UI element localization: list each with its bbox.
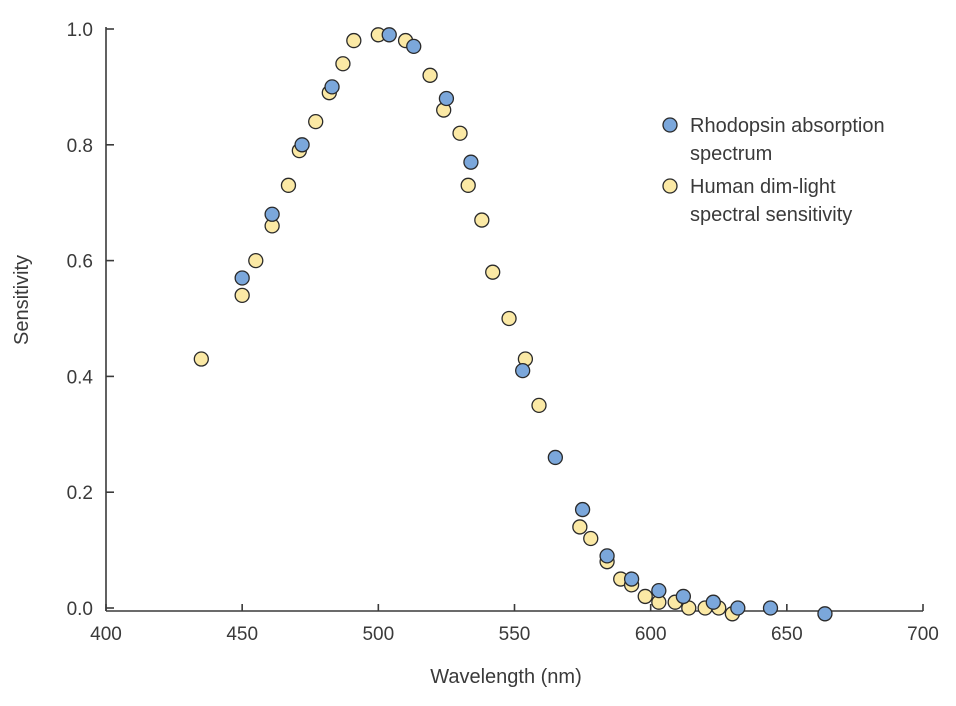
data-point bbox=[460, 177, 476, 193]
data-point bbox=[762, 600, 779, 616]
data-point bbox=[463, 154, 479, 170]
legend-marker bbox=[662, 178, 678, 194]
data-point bbox=[422, 67, 438, 83]
data-point bbox=[531, 397, 547, 414]
data-point bbox=[572, 519, 588, 535]
y-tick-label: 0.4 bbox=[67, 367, 94, 388]
data-point bbox=[547, 449, 563, 466]
data-point bbox=[308, 113, 324, 130]
data-point bbox=[406, 38, 422, 55]
y-tick-label: 0.8 bbox=[67, 136, 93, 157]
x-tick-label: 700 bbox=[907, 624, 939, 645]
y-tick-label: 0.0 bbox=[67, 599, 93, 620]
data-point bbox=[193, 351, 209, 367]
data-point bbox=[515, 362, 531, 379]
x-axis-label: Wavelength (nm) bbox=[430, 666, 582, 688]
data-point bbox=[501, 310, 517, 327]
y-tick-label: 0.6 bbox=[67, 252, 93, 273]
data-point bbox=[381, 27, 397, 43]
legend-marker bbox=[662, 117, 678, 133]
data-point bbox=[234, 270, 250, 286]
series-0 bbox=[193, 27, 741, 622]
x-tick-label: 500 bbox=[362, 624, 394, 645]
data-point bbox=[583, 530, 599, 547]
y-tick-label: 1.0 bbox=[67, 20, 93, 41]
y-axis-label: Sensitivity bbox=[11, 255, 33, 345]
legend-label: Rhodopsin absorption bbox=[690, 115, 885, 137]
x-tick-label: 650 bbox=[771, 624, 803, 645]
data-point bbox=[485, 264, 501, 280]
data-point bbox=[234, 287, 250, 303]
x-tick-label: 600 bbox=[635, 624, 667, 645]
x-tick-label: 550 bbox=[499, 624, 531, 645]
ticks: 400 450 500 550 600 650 700 0.0 0.2 0.4 0.6 0.8 1.0 bbox=[67, 20, 939, 645]
data-point bbox=[651, 582, 667, 599]
data-point bbox=[452, 125, 468, 141]
data-point bbox=[294, 137, 310, 153]
legend-label: spectrum bbox=[690, 143, 772, 165]
x-tick-label: 400 bbox=[90, 624, 122, 645]
data-point bbox=[264, 206, 280, 222]
series-1 bbox=[234, 27, 833, 622]
y-tick-label: 0.2 bbox=[67, 483, 93, 504]
data-point bbox=[574, 501, 591, 518]
data-point bbox=[730, 600, 746, 616]
data-point bbox=[675, 588, 691, 605]
legend-label: Human dim-light bbox=[690, 176, 836, 198]
legend-label: spectral sensitivity bbox=[690, 204, 852, 226]
data-point bbox=[324, 79, 340, 95]
data-point bbox=[623, 571, 640, 587]
data-points bbox=[193, 27, 833, 622]
data-point bbox=[346, 32, 362, 49]
data-point bbox=[705, 594, 721, 610]
data-point bbox=[280, 177, 297, 193]
legend: Rhodopsin absorption spectrum Human dim-li… bbox=[662, 115, 885, 226]
data-point bbox=[248, 252, 264, 269]
data-point bbox=[474, 212, 490, 228]
x-tick-label: 450 bbox=[226, 624, 258, 645]
data-point bbox=[637, 588, 653, 605]
data-point bbox=[438, 90, 455, 107]
data-point bbox=[599, 548, 615, 564]
data-point bbox=[335, 56, 351, 72]
data-point bbox=[817, 606, 833, 622]
